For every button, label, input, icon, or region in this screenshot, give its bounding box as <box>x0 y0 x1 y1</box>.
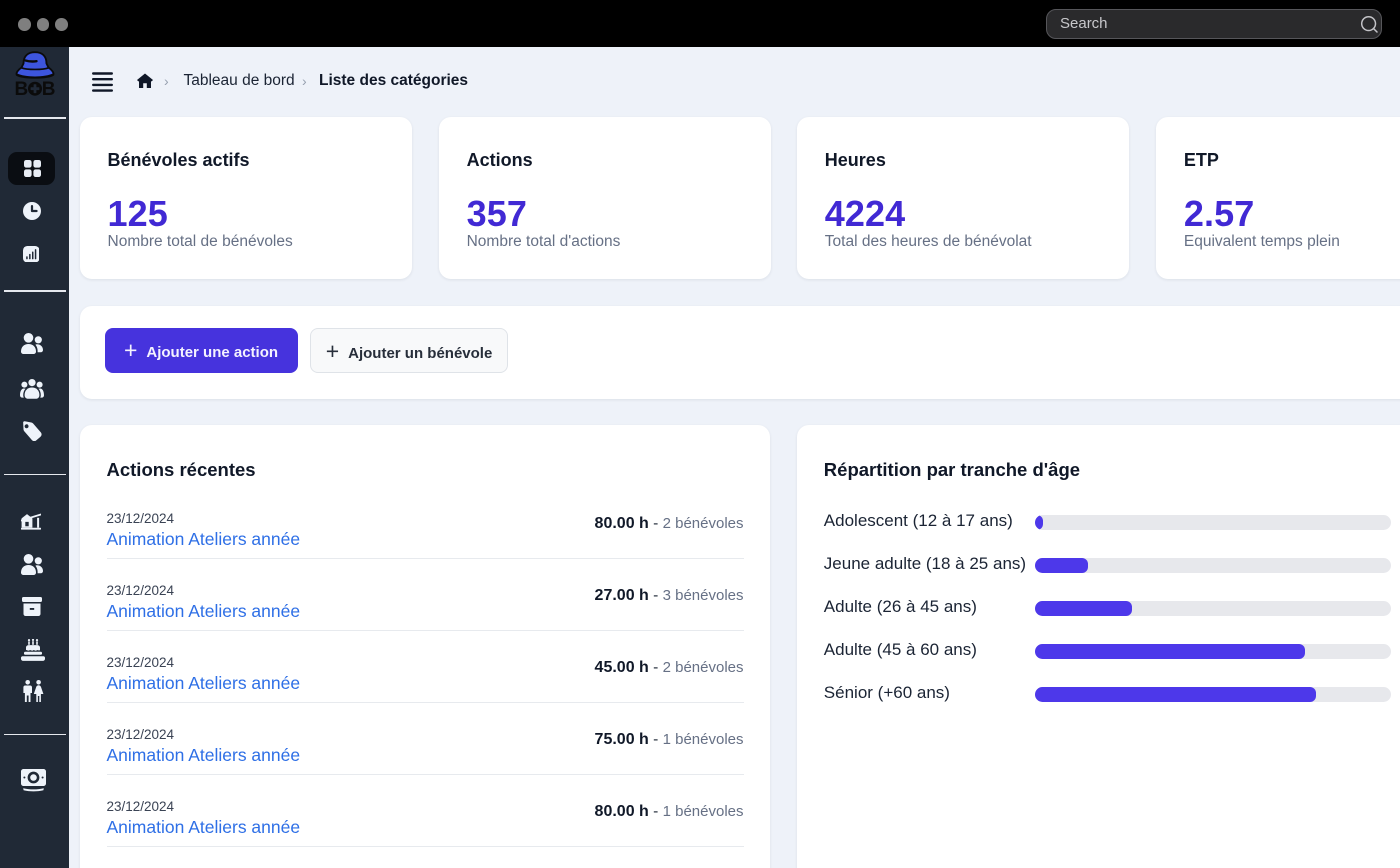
svg-text:B: B <box>42 79 56 97</box>
svg-text:B: B <box>15 79 29 97</box>
